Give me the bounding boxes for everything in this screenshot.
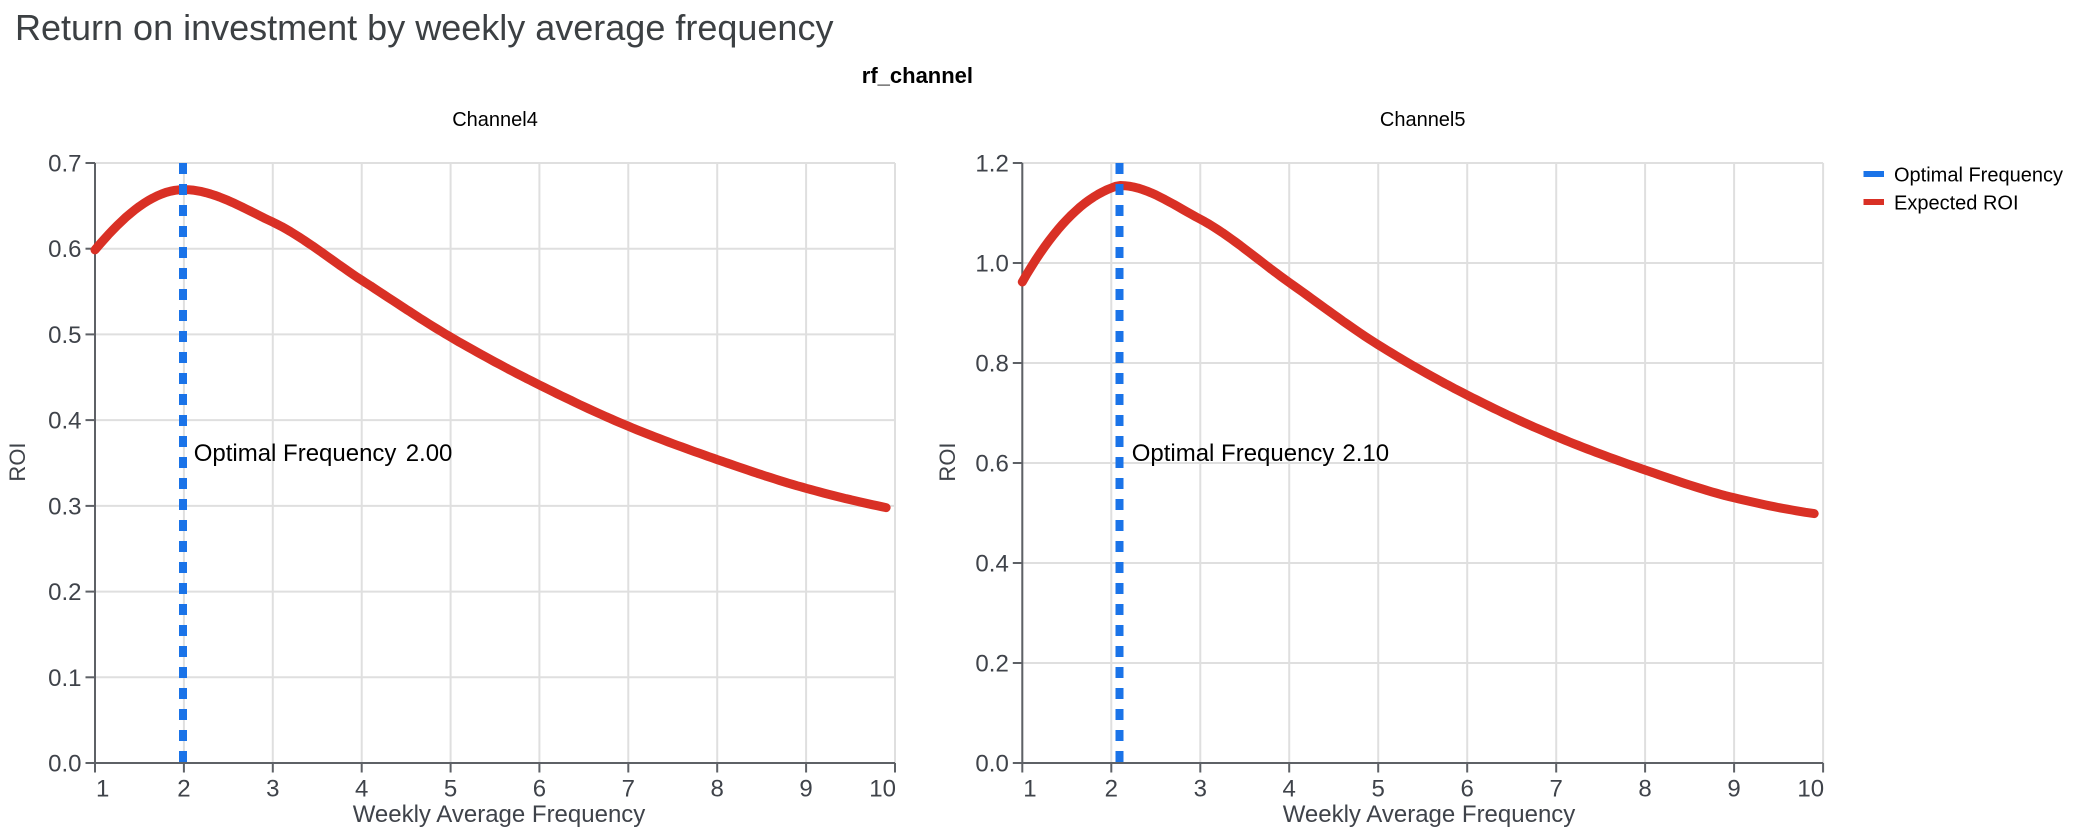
- svg-text:1.2: 1.2: [975, 151, 1008, 178]
- svg-text:5: 5: [1372, 776, 1385, 803]
- svg-text:Weekly Average Frequency: Weekly Average Frequency: [353, 801, 646, 828]
- svg-text:2: 2: [177, 776, 190, 803]
- svg-text:8: 8: [711, 776, 724, 803]
- svg-text:7: 7: [622, 776, 635, 803]
- svg-text:3: 3: [266, 776, 279, 803]
- svg-text:Expected ROI: Expected ROI: [1894, 193, 2019, 215]
- svg-text:2.00: 2.00: [406, 440, 453, 467]
- svg-text:Weekly Average Frequency: Weekly Average Frequency: [1283, 801, 1576, 828]
- svg-text:0.6: 0.6: [975, 451, 1008, 478]
- svg-text:0.4: 0.4: [975, 551, 1008, 578]
- svg-text:Optimal Frequency: Optimal Frequency: [194, 440, 397, 467]
- svg-text:0.1: 0.1: [48, 665, 81, 692]
- svg-text:1: 1: [1023, 776, 1036, 803]
- svg-text:10: 10: [1797, 776, 1824, 803]
- svg-text:0.7: 0.7: [48, 151, 81, 178]
- svg-text:3: 3: [1194, 776, 1207, 803]
- svg-text:5: 5: [444, 776, 457, 803]
- svg-text:2: 2: [1105, 776, 1118, 803]
- svg-text:6: 6: [533, 776, 546, 803]
- svg-text:2.10: 2.10: [1342, 440, 1389, 467]
- svg-text:1.0: 1.0: [975, 251, 1008, 278]
- svg-text:0.2: 0.2: [975, 651, 1008, 678]
- svg-text:10: 10: [869, 776, 896, 803]
- svg-text:rf_channel: rf_channel: [862, 63, 973, 88]
- svg-text:ROI: ROI: [935, 442, 960, 481]
- svg-text:4: 4: [355, 776, 368, 803]
- svg-text:0.3: 0.3: [48, 493, 81, 520]
- svg-text:6: 6: [1461, 776, 1474, 803]
- svg-text:9: 9: [799, 776, 812, 803]
- svg-text:8: 8: [1638, 776, 1651, 803]
- svg-text:Channel4: Channel4: [452, 109, 538, 131]
- svg-text:0.4: 0.4: [48, 408, 81, 435]
- svg-text:7: 7: [1550, 776, 1563, 803]
- svg-text:4: 4: [1283, 776, 1296, 803]
- svg-text:0.0: 0.0: [48, 751, 81, 778]
- svg-text:0.8: 0.8: [975, 351, 1008, 378]
- svg-text:9: 9: [1727, 776, 1740, 803]
- svg-text:0.5: 0.5: [48, 322, 81, 349]
- svg-text:Return on investment by weekly: Return on investment by weekly average f…: [15, 7, 833, 48]
- svg-text:Optimal Frequency: Optimal Frequency: [1894, 165, 2063, 187]
- svg-text:1: 1: [96, 776, 109, 803]
- svg-text:0.0: 0.0: [975, 751, 1008, 778]
- svg-text:Optimal Frequency: Optimal Frequency: [1132, 440, 1335, 467]
- svg-text:0.6: 0.6: [48, 236, 81, 263]
- svg-text:Channel5: Channel5: [1380, 109, 1466, 131]
- svg-text:0.2: 0.2: [48, 579, 81, 606]
- svg-text:ROI: ROI: [5, 442, 30, 481]
